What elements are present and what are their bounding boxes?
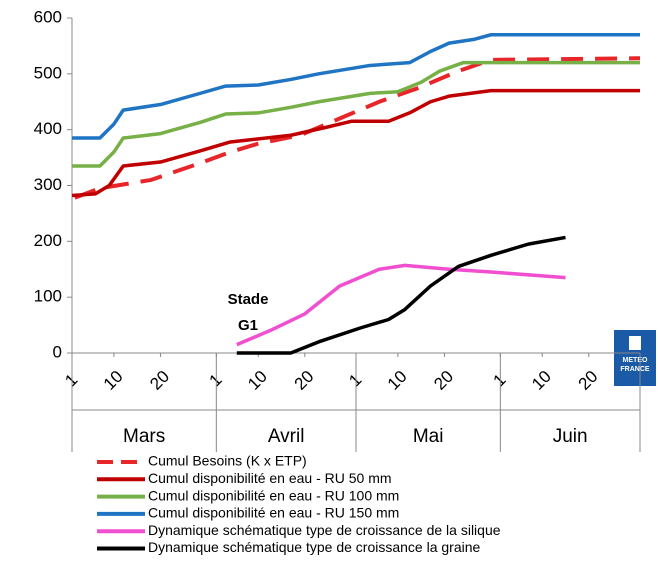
x-tick-label: 10 (100, 367, 127, 394)
month-label: Mai (413, 426, 444, 447)
y-tick-label: 500 (34, 63, 62, 82)
x-tick-label: 10 (244, 367, 271, 394)
x-tick-label: 20 (146, 367, 173, 394)
x-tick-label: 10 (528, 367, 555, 394)
legend-label: Dynamique schématique type de croissance… (148, 539, 481, 555)
logo-text: METEO (623, 357, 648, 364)
x-tick-label: 1 (206, 370, 226, 390)
series-line (71, 88, 640, 198)
x-tick-label: 1 (490, 370, 510, 390)
series-line (72, 33, 640, 140)
y-tick-label: 200 (34, 231, 62, 250)
x-tick-label: 20 (291, 367, 318, 394)
y-tick-label: 300 (34, 175, 62, 194)
logo-text: FRANCE (620, 366, 649, 373)
y-tick-label: 600 (34, 7, 62, 26)
legend-label: Dynamique schématique type de croissance… (148, 522, 501, 538)
month-label: Avril (268, 426, 305, 447)
x-tick-label: 1 (61, 370, 81, 390)
series-line (74, 56, 641, 200)
annotation: Stade (228, 291, 269, 308)
legend-label: Cumul disponibilité en eau - RU 150 mm (148, 505, 399, 521)
series-line (72, 60, 640, 168)
y-tick-label: 400 (34, 119, 62, 138)
series-line (236, 235, 566, 355)
x-tick-label: 20 (575, 367, 602, 394)
annotation: G1 (238, 317, 258, 334)
month-label: Juin (553, 426, 588, 447)
x-tick-label: 1 (345, 370, 365, 390)
series-line (236, 263, 566, 347)
x-tick-label: 10 (384, 367, 411, 394)
legend-label: Cumul Besoins (K x ETP) (148, 453, 307, 469)
y-tick-label: 0 (53, 342, 62, 361)
legend-label: Cumul disponibilité en eau - RU 50 mm (148, 470, 392, 486)
legend-label: Cumul disponibilité en eau - RU 100 mm (148, 487, 399, 503)
month-label: Mars (123, 426, 165, 447)
x-tick-label: 20 (430, 367, 457, 394)
y-tick-label: 100 (34, 287, 62, 306)
logo-icon (629, 336, 641, 350)
